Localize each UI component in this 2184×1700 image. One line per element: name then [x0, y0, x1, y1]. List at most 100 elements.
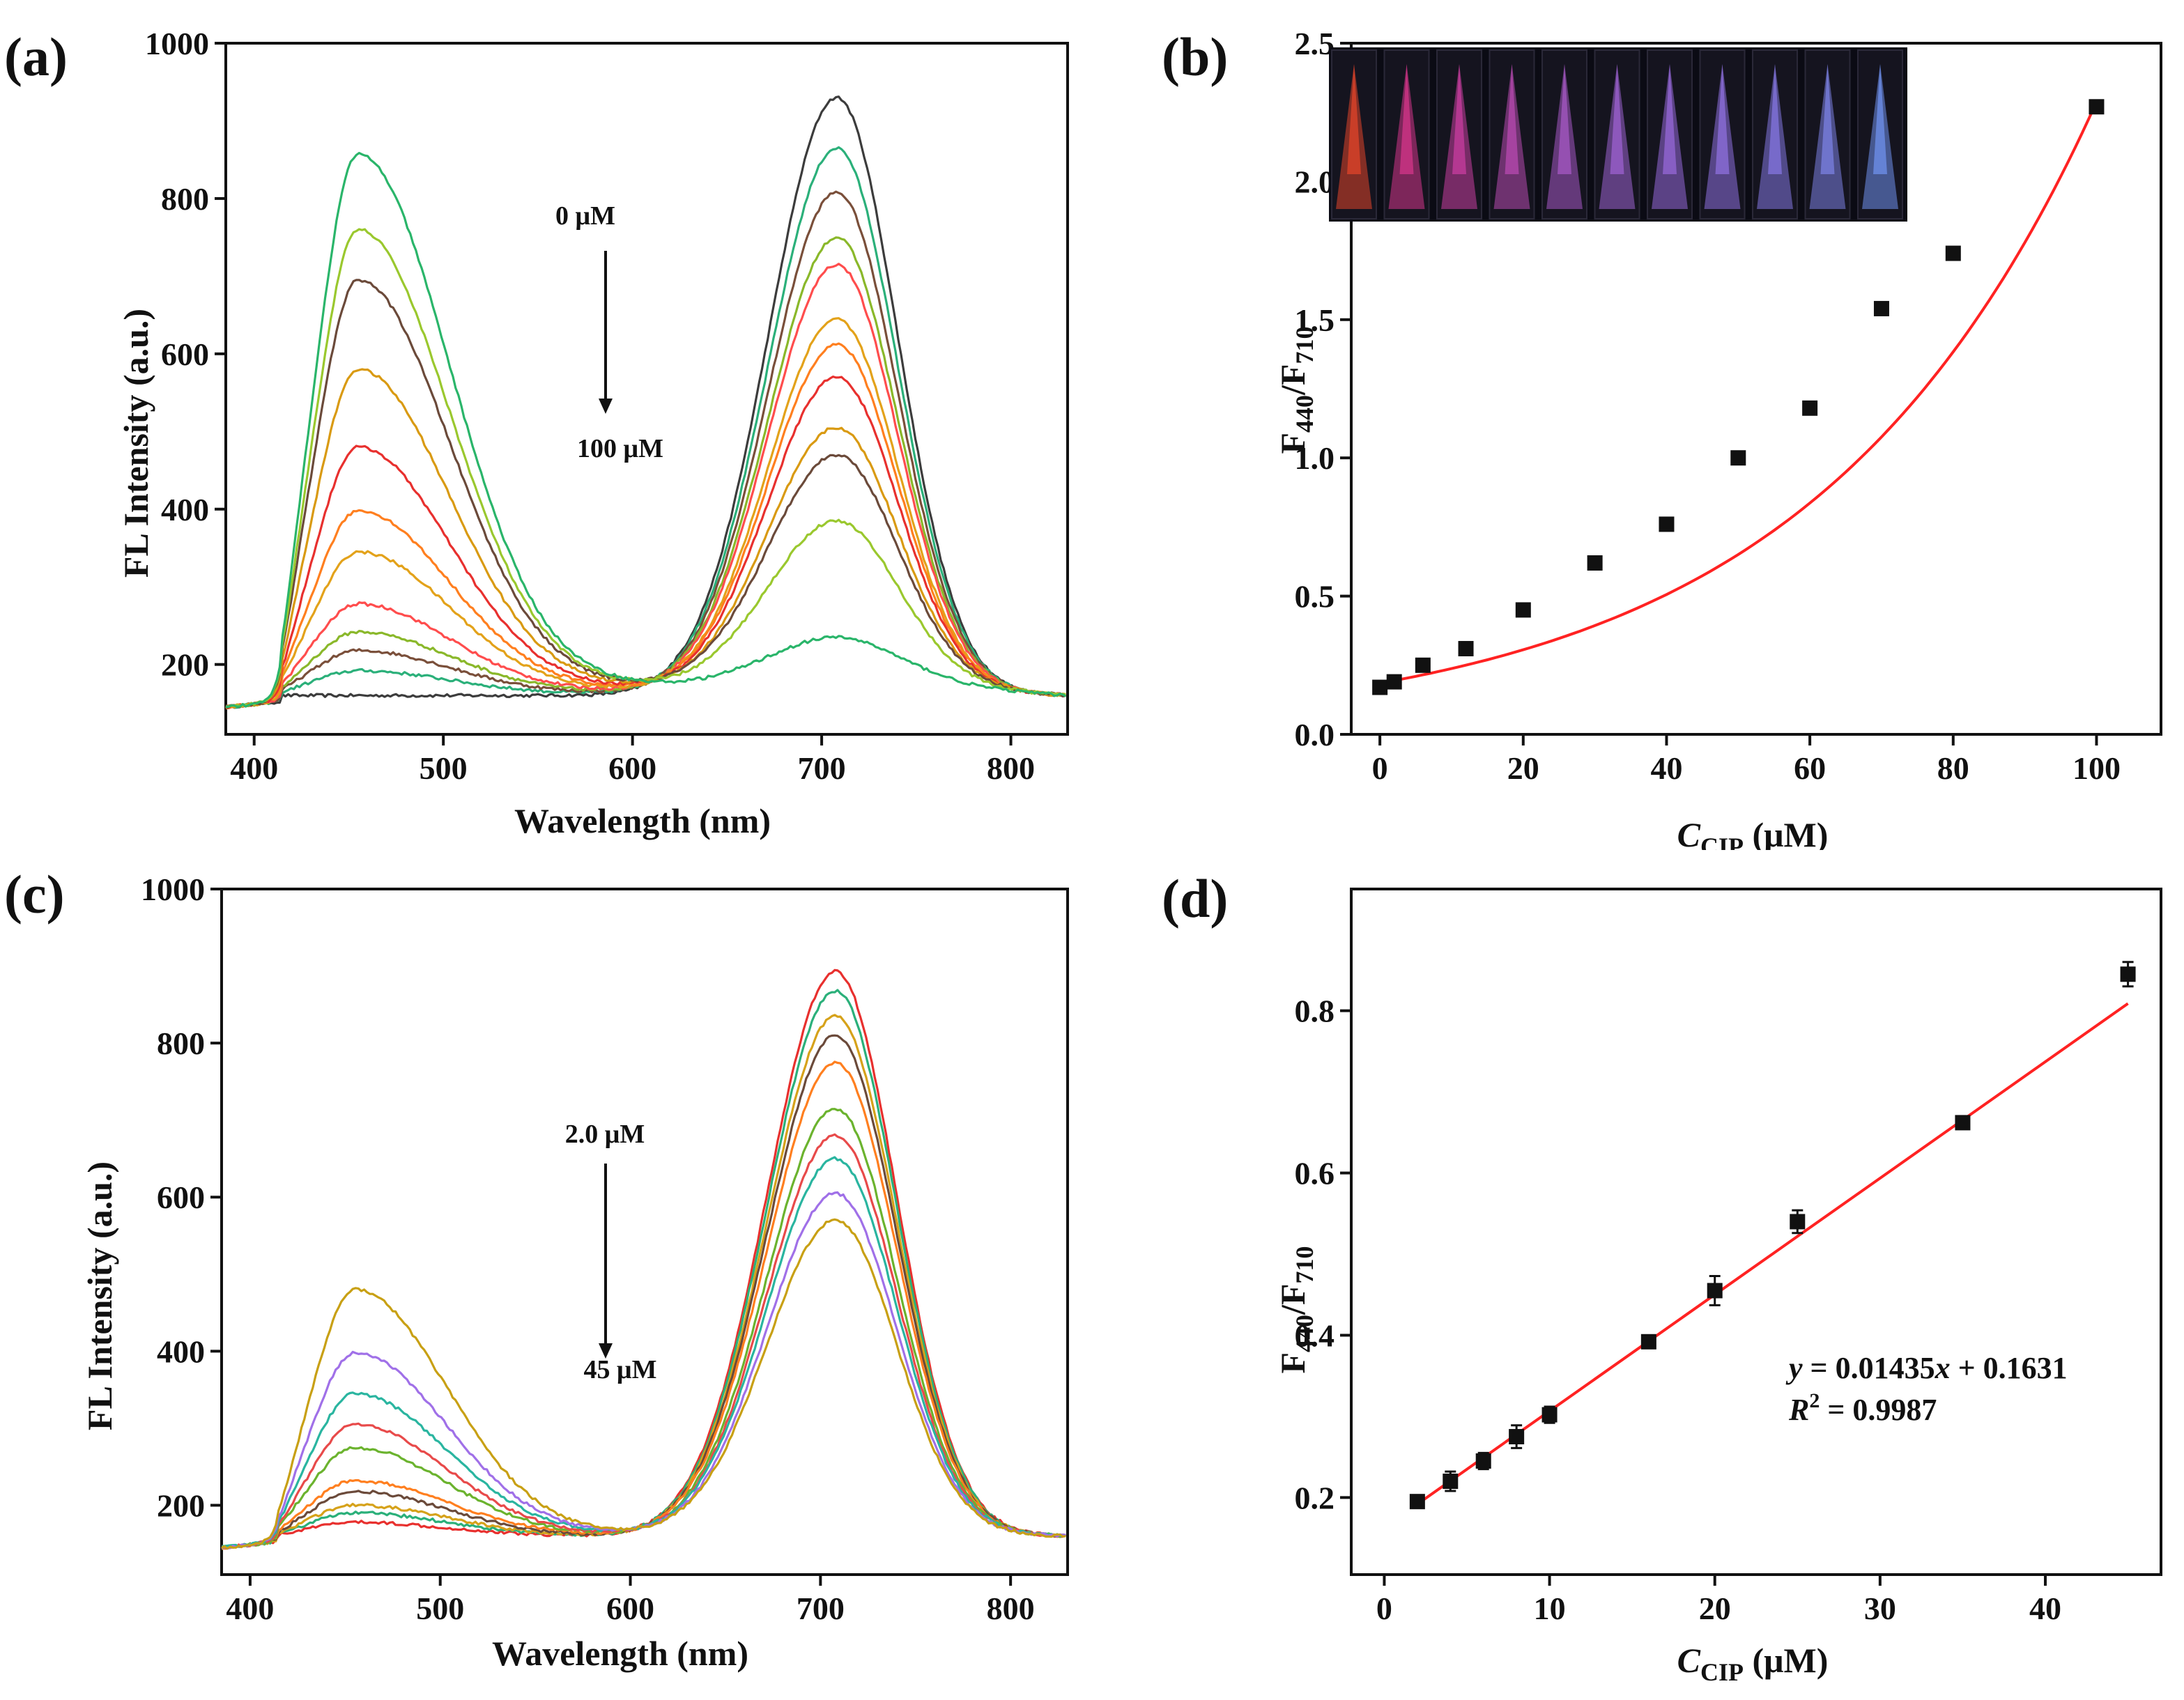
x-tick-label: 700: [798, 750, 846, 786]
x-tick-label: 30: [1864, 1591, 1896, 1626]
vial-beam: [1820, 64, 1835, 174]
vial-beam: [1873, 64, 1887, 174]
data-point: [1475, 1453, 1491, 1469]
x-tick-label: 40: [2029, 1591, 2061, 1626]
data-point: [1386, 674, 1402, 690]
panel-a: (a) 400 500 600 700 800 200 400 600 800 1000 0 μM…: [0, 0, 1092, 850]
inset-vials: [1331, 49, 1903, 219]
y-tick-label: 600: [161, 337, 209, 372]
spectrum-line: [221, 989, 1066, 1549]
data-point: [1945, 245, 1961, 261]
annotation-top-a: 0 μM: [555, 201, 615, 231]
x-tick-label: 500: [416, 1591, 464, 1626]
spectrum-line: [221, 1034, 1066, 1550]
fit-line: [1416, 1002, 2129, 1506]
x-axis-title-d: CCIP (μM): [1677, 1641, 1829, 1686]
x-tick-label: 800: [987, 750, 1035, 786]
chart-a: (a) 400 500 600 700 800 200 400 600 800 1000 0 μM…: [4, 26, 1069, 840]
x-tick-label: 100: [2073, 750, 2121, 786]
spectrum-line: [221, 1014, 1066, 1550]
plot-frame: [224, 42, 1069, 736]
y-tick-label: 1.0: [1295, 440, 1335, 476]
y-axis-title-a: FL Intensity (a.u.): [116, 309, 155, 578]
y-axis-title-d: F440/F710: [1273, 1246, 1318, 1374]
plot-area-d: 0 10 20 30 40 0.2 0.4 0.6 0.8: [1295, 888, 2162, 1626]
y-tick-label: 2.0: [1295, 164, 1335, 199]
y-tick-label: 1000: [141, 872, 205, 907]
spectrum-line: [225, 317, 1067, 709]
x-tick-label: 700: [797, 1591, 845, 1626]
y-tick-label: 200: [157, 1488, 205, 1523]
vial-beam: [1610, 64, 1624, 174]
chart-b: (b) 0 20 40 60 80 100 0.0 0.5 1.0 1.5 2.0 2.5 CCIP …: [1162, 26, 2162, 850]
spectrum-line: [225, 342, 1066, 710]
fit-equation: y = 0.01435x + 0.1631: [1785, 1351, 2068, 1385]
data-point: [1409, 1494, 1425, 1510]
data-point: [1955, 1115, 1971, 1131]
data-point: [1707, 1283, 1723, 1299]
spectrum-line: [221, 1133, 1066, 1549]
x-tick-label: 400: [226, 1591, 274, 1626]
spectrum-line: [225, 263, 1066, 710]
panel-d: (d) 0 10 20 30 40 0.2 0.4 0.6 0.8 y = 0.01435x +…: [1092, 850, 2184, 1700]
chart-c: (c) 400 500 600 700 800 200 400 600 800 1000 2.0 …: [4, 864, 1069, 1673]
y-tick-label: 800: [157, 1026, 205, 1061]
x-tick-label: 0: [1376, 1591, 1392, 1626]
panel-label-c: (c): [4, 864, 65, 925]
plot-area-a: 400 500 600 700 800 200 400 600 800 1000: [145, 26, 1069, 786]
data-point: [1730, 450, 1746, 466]
plot-area-b: 0 20 40 60 80 100 0.0 0.5 1.0 1.5 2.0 2.5: [1295, 26, 2162, 786]
data-point: [1587, 555, 1603, 571]
y-tick-label: 0.2: [1295, 1480, 1335, 1515]
x-tick-label: 80: [1937, 750, 1969, 786]
data-point: [2120, 966, 2136, 982]
data-point: [1802, 400, 1818, 416]
spectrum-line: [225, 146, 1066, 709]
vial-beam: [1768, 64, 1782, 174]
x-tick-label: 20: [1507, 750, 1539, 786]
vial-beam: [1715, 64, 1730, 174]
plot-frame: [1350, 888, 2162, 1576]
y-tick-label: 2.5: [1295, 26, 1335, 61]
y-tick-label: 1000: [145, 26, 209, 61]
annotation-bottom-c: 45 μM: [584, 1355, 657, 1384]
data-point: [1372, 679, 1388, 695]
annotation-arrowhead-c: [599, 1343, 613, 1359]
panel-label-a: (a): [4, 26, 68, 87]
spectrum-line: [221, 1218, 1066, 1550]
y-tick-label: 200: [161, 647, 209, 683]
panel-c: (c) 400 500 600 700 800 200 400 600 800 1000 2.0 …: [0, 850, 1092, 1700]
x-tick-label: 600: [608, 750, 656, 786]
data-point: [1873, 300, 1889, 316]
y-tick-label: 0.0: [1295, 717, 1335, 752]
x-tick-label: 800: [987, 1591, 1035, 1626]
data-point: [1443, 1474, 1459, 1490]
fit-r-squared: R2 = 0.9987: [1788, 1389, 1937, 1427]
vial-beam: [1399, 64, 1414, 174]
vial-beam: [1452, 64, 1466, 174]
x-tick-label: 0: [1372, 750, 1388, 786]
x-tick-label: 20: [1699, 1591, 1731, 1626]
vial-beam: [1347, 64, 1361, 174]
y-tick-label: 800: [161, 181, 209, 217]
y-tick-label: 400: [161, 492, 209, 527]
y-axis-title-c: FL Intensity (a.u.): [80, 1161, 119, 1430]
y-tick-label: 400: [157, 1334, 205, 1369]
vial-beam: [1663, 64, 1677, 174]
annotation-arrowhead-a: [599, 399, 613, 414]
data-point: [1458, 640, 1474, 656]
panel-label-b: (b): [1162, 26, 1228, 87]
x-tick-label: 60: [1794, 750, 1826, 786]
plot-frame: [1350, 42, 2162, 736]
y-axis-title-b: F440/F710: [1273, 327, 1318, 454]
data-point: [1515, 602, 1531, 618]
y-tick-label: 0.6: [1295, 1156, 1335, 1191]
data-point: [2089, 99, 2105, 115]
y-tick-label: 1.5: [1295, 302, 1335, 338]
vial-beam: [1558, 64, 1571, 174]
y-tick-label: 0.8: [1295, 994, 1335, 1029]
x-tick-label: 500: [420, 750, 468, 786]
spectrum-line: [222, 1156, 1066, 1548]
x-tick-label: 40: [1650, 750, 1682, 786]
spectrum-line: [225, 152, 1067, 708]
